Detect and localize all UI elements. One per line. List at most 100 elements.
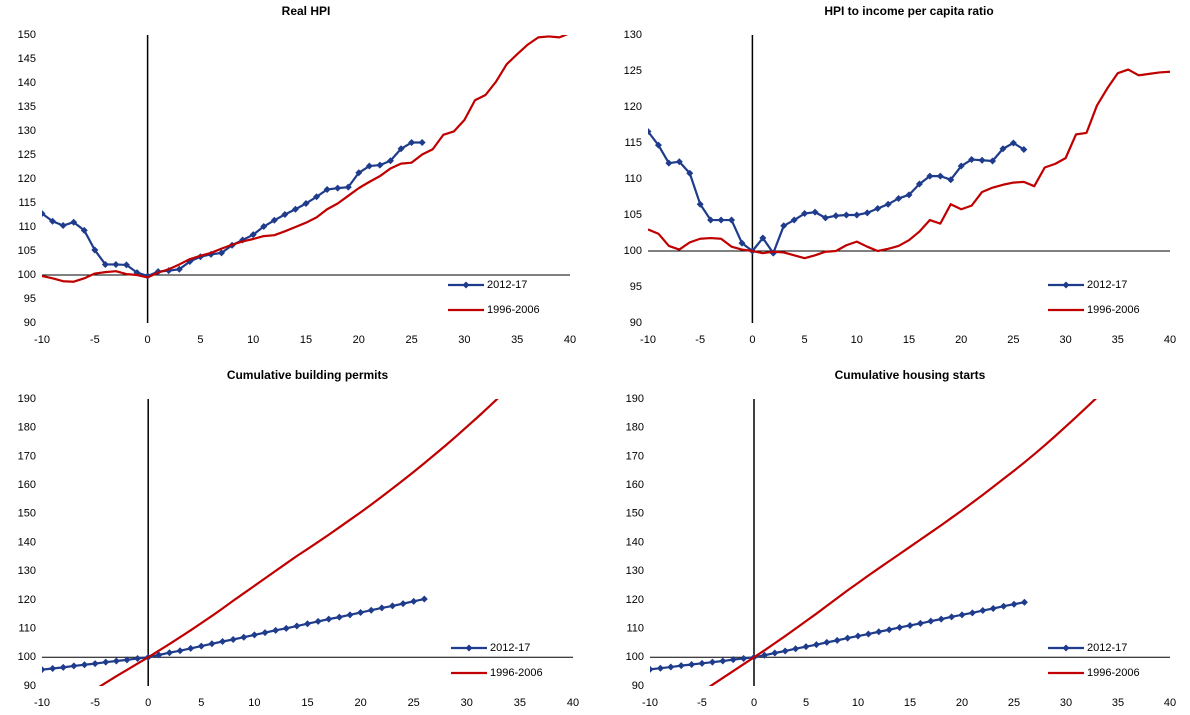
point-marker [1010, 600, 1018, 608]
point-marker [291, 205, 299, 213]
legend-label: 1996-2006 [1087, 667, 1140, 679]
y-tick-label: 130 [18, 125, 36, 137]
x-tick-label: -10 [34, 334, 50, 346]
point-marker [270, 216, 278, 224]
point-marker [823, 638, 831, 646]
point-marker [101, 260, 109, 268]
point-marker [91, 246, 99, 254]
point-marker [122, 261, 130, 269]
point-marker [790, 216, 798, 224]
x-tick-label: -5 [695, 334, 705, 346]
x-tick-label: 0 [145, 697, 151, 709]
y-tick-label: 125 [18, 149, 36, 161]
legend-label: 2012-17 [1087, 279, 1127, 291]
y-tick-label: 100 [624, 245, 642, 257]
point-marker [719, 657, 727, 665]
point-marker [707, 216, 715, 224]
y-tick-label: 100 [18, 269, 36, 281]
point-marker [780, 222, 788, 230]
point-marker [420, 595, 428, 603]
point-marker [272, 626, 280, 634]
y-tick-label: 105 [18, 245, 36, 257]
series-line [42, 35, 569, 283]
y-tick-label: 120 [18, 594, 36, 606]
point-marker [70, 218, 78, 226]
point-marker [314, 617, 322, 625]
x-tick-label: 30 [1060, 697, 1072, 709]
y-tick-label: 110 [626, 623, 644, 635]
point-marker [698, 659, 706, 667]
y-tick-label: 160 [18, 479, 36, 491]
y-tick-label: 110 [18, 221, 36, 233]
point-marker [282, 624, 290, 632]
legend-marker [465, 644, 473, 652]
point-marker [844, 634, 852, 642]
y-tick-label: 180 [18, 422, 36, 434]
point-marker [832, 212, 840, 220]
chart-title: Cumulative housing starts [835, 368, 986, 382]
legend-label: 2012-17 [487, 279, 527, 291]
legend-label: 1996-2006 [490, 667, 543, 679]
point-marker [728, 216, 736, 224]
point-marker [906, 621, 914, 629]
point-marker [399, 600, 407, 608]
point-marker [112, 657, 120, 665]
chart-panel: Cumulative building permits9010011012013… [18, 368, 579, 709]
y-tick-label: 130 [626, 565, 644, 577]
point-marker [346, 611, 354, 619]
point-marker [418, 139, 426, 147]
point-marker [648, 127, 652, 135]
x-tick-label: 0 [749, 334, 755, 346]
y-tick-label: 140 [626, 536, 644, 548]
y-tick-label: 130 [18, 565, 36, 577]
point-marker [885, 626, 893, 634]
plot-area [648, 68, 1170, 260]
point-marker [927, 617, 935, 625]
point-marker [208, 640, 216, 648]
point-marker [176, 647, 184, 655]
point-marker [80, 226, 88, 234]
x-tick-label: 20 [956, 697, 968, 709]
legend-label: 1996-2006 [1087, 304, 1140, 316]
point-marker [240, 633, 248, 641]
point-marker [59, 663, 67, 671]
point-marker [729, 656, 737, 664]
point-marker [853, 211, 861, 219]
point-marker [978, 156, 986, 164]
chart-panel: HPI to income per capita ratio9095100105… [624, 4, 1176, 346]
point-marker [842, 211, 850, 219]
x-tick-label: 30 [458, 334, 470, 346]
legend-marker [462, 281, 470, 289]
x-tick-label: 20 [955, 334, 967, 346]
plot-area [42, 35, 569, 283]
point-marker [958, 611, 966, 619]
point-marker [70, 662, 78, 670]
point-marker [654, 141, 662, 149]
y-tick-label: 190 [626, 393, 644, 405]
y-tick-label: 190 [18, 393, 36, 405]
x-tick-label: 5 [803, 697, 809, 709]
point-marker [833, 636, 841, 644]
point-marker [334, 184, 342, 192]
point-marker [155, 651, 163, 659]
x-tick-label: 40 [1164, 697, 1176, 709]
point-marker [874, 205, 882, 213]
y-tick-label: 150 [18, 29, 36, 41]
x-tick-label: 15 [903, 334, 915, 346]
x-tick-label: -10 [642, 697, 658, 709]
x-tick-label: 35 [511, 334, 523, 346]
x-tick-label: -5 [90, 697, 100, 709]
point-marker [989, 605, 997, 613]
point-marker [80, 661, 88, 669]
point-marker [957, 162, 965, 170]
point-marker [854, 632, 862, 640]
x-tick-label: 0 [145, 334, 151, 346]
legend-marker [1062, 281, 1070, 289]
point-marker [947, 176, 955, 184]
point-marker [1000, 602, 1008, 610]
point-marker [123, 656, 131, 664]
x-tick-label: 15 [301, 697, 313, 709]
chart-panel: Cumulative housing starts901001101201301… [626, 368, 1176, 709]
point-marker [717, 216, 725, 224]
